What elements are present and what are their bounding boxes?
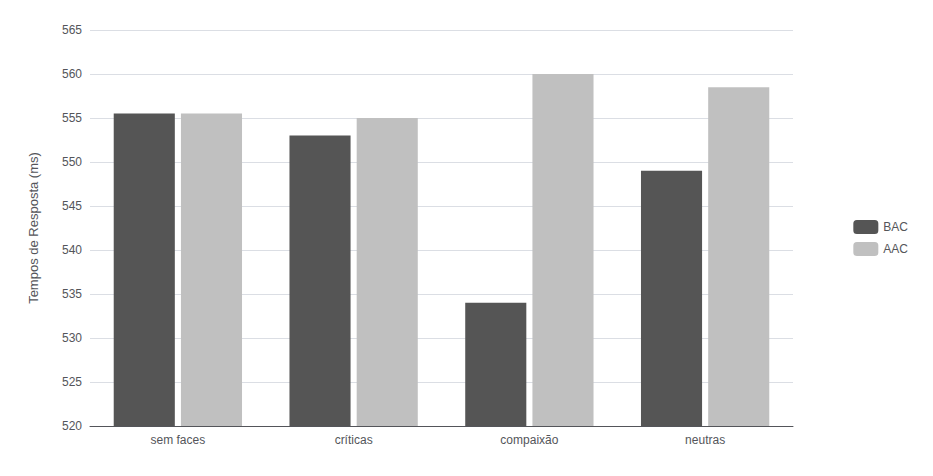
svg-text:530: 530 [62,331,82,345]
svg-text:Tempos de Resposta (ms): Tempos de Resposta (ms) [26,152,41,304]
svg-text:compaixão: compaixão [500,433,558,447]
svg-text:520: 520 [62,419,82,433]
svg-text:sem faces: sem faces [151,433,206,447]
svg-text:críticas: críticas [335,433,373,447]
svg-text:AAC: AAC [883,242,908,256]
svg-text:525: 525 [62,375,82,389]
svg-text:550: 550 [62,155,82,169]
svg-text:BAC: BAC [883,220,908,234]
svg-text:560: 560 [62,67,82,81]
svg-text:neutras: neutras [685,433,725,447]
svg-text:545: 545 [62,199,82,213]
svg-text:565: 565 [62,23,82,37]
svg-text:555: 555 [62,111,82,125]
svg-text:535: 535 [62,287,82,301]
svg-text:540: 540 [62,243,82,257]
